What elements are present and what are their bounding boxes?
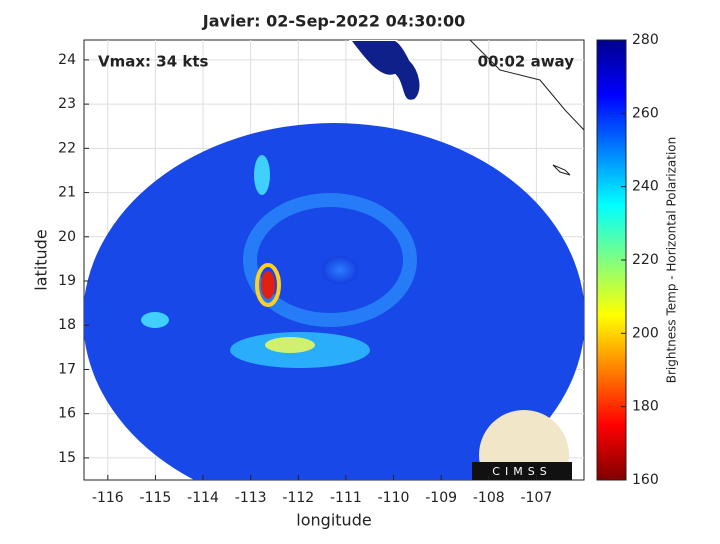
colorbar-tick-label: 220 (632, 252, 659, 268)
logo-text: CIMSS (492, 465, 551, 478)
x-axis-label: longitude (296, 511, 371, 530)
logo: CIMSS (472, 410, 572, 480)
eye (322, 256, 358, 284)
x-tick-label: -108 (473, 490, 505, 506)
annotation: Vmax: 34 kts (98, 53, 208, 71)
y-tick-label: 21 (58, 185, 76, 201)
y-tick-label: 19 (58, 273, 76, 289)
annotation: 00:02 away (478, 53, 575, 71)
island (552, 164, 571, 176)
convection (261, 271, 275, 299)
convection (255, 263, 281, 307)
rainband (265, 337, 315, 353)
x-tick-label: -109 (425, 490, 457, 506)
colorbar-tick-label: 180 (632, 399, 659, 415)
x-tick-label: -115 (140, 490, 172, 506)
y-tick-label: 22 (58, 140, 76, 156)
colorbar-tick-label: 160 (632, 472, 659, 488)
y-tick-label: 24 (58, 52, 76, 68)
colorbar-label: Brightness Temp - Horizontal Polarizatio… (665, 137, 679, 384)
imagery (84, 40, 584, 480)
coastline (469, 40, 584, 131)
swath (84, 123, 584, 480)
x-tick-label: -114 (187, 490, 219, 506)
y-tick-label: 23 (58, 96, 76, 112)
x-tick-label: -111 (330, 490, 362, 506)
rainband (243, 193, 417, 327)
x-tick-label: -112 (282, 490, 314, 506)
colorbar-tick-label: 240 (632, 179, 659, 195)
x-tick-label: -107 (520, 490, 552, 506)
chart-title: Javier: 02-Sep-2022 04:30:00 (202, 12, 465, 31)
rainband (254, 155, 270, 195)
colorbar-tick-label: 280 (632, 32, 659, 48)
x-tick-label: -110 (378, 490, 410, 506)
colorbar-tick-label: 260 (632, 105, 659, 121)
colorbar-tick-label: 200 (632, 325, 659, 341)
y-axis-label: latitude (32, 229, 51, 290)
y-tick-label: 16 (58, 406, 76, 422)
x-tick-label: -116 (92, 490, 124, 506)
y-tick-label: 20 (58, 229, 76, 245)
y-tick-label: 15 (58, 450, 76, 466)
rainband (141, 312, 169, 328)
x-tick-label: -113 (235, 490, 267, 506)
coastline (348, 40, 422, 102)
y-tick-label: 17 (58, 361, 76, 377)
y-tick-label: 18 (58, 317, 76, 333)
